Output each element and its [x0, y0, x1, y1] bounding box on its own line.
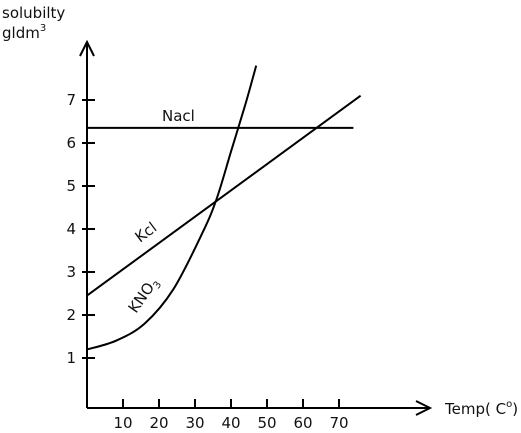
- x-tick-label-60: 60: [293, 414, 312, 432]
- x-axis-label-close: ): [512, 400, 518, 418]
- y-axis-label-line2: gldm3: [2, 23, 46, 42]
- y-axis-label-line1: solubilty: [2, 4, 65, 22]
- x-axis-arrowhead: [415, 400, 433, 416]
- x-axis-label-degree: o: [506, 399, 512, 410]
- x-tick-label-20: 20: [149, 414, 168, 432]
- x-axis-label: Temp( Co): [444, 399, 518, 418]
- x-tick-label-40: 40: [221, 414, 240, 432]
- x-tick-label-10: 10: [113, 414, 132, 432]
- series-label-nacl: Nacl: [162, 107, 195, 125]
- y-tick-label-7: 7: [66, 91, 76, 109]
- series-group: [86, 65, 362, 351]
- y-tick-label-4: 4: [66, 220, 76, 238]
- kno3-label-subscript: 3: [152, 280, 165, 292]
- series-label-kcl: Kcl: [132, 218, 161, 246]
- x-tick-label-30: 30: [185, 414, 204, 432]
- y-axis-unit: gldm: [2, 24, 40, 42]
- x-tick-label-70: 70: [329, 414, 348, 432]
- y-axis-arrowhead: [79, 39, 95, 57]
- ticks-group: 10 20 30 40 50 60 70 1 2 3 4 5 6 7: [66, 91, 348, 432]
- x-axis-label-main: Temp( C: [444, 400, 506, 418]
- axes-group: [79, 39, 433, 416]
- y-axis-unit-superscript: 3: [40, 23, 46, 34]
- y-tick-label-1: 1: [66, 349, 76, 367]
- series-line-kcl: [86, 94, 362, 297]
- y-tick-label-2: 2: [66, 306, 76, 324]
- x-tick-label-50: 50: [257, 414, 276, 432]
- y-tick-label-5: 5: [66, 177, 76, 195]
- series-line-kno: [86, 65, 258, 351]
- y-tick-label-3: 3: [66, 263, 76, 281]
- y-tick-label-6: 6: [66, 134, 76, 152]
- series-label-kno3: KNO3: [125, 274, 165, 318]
